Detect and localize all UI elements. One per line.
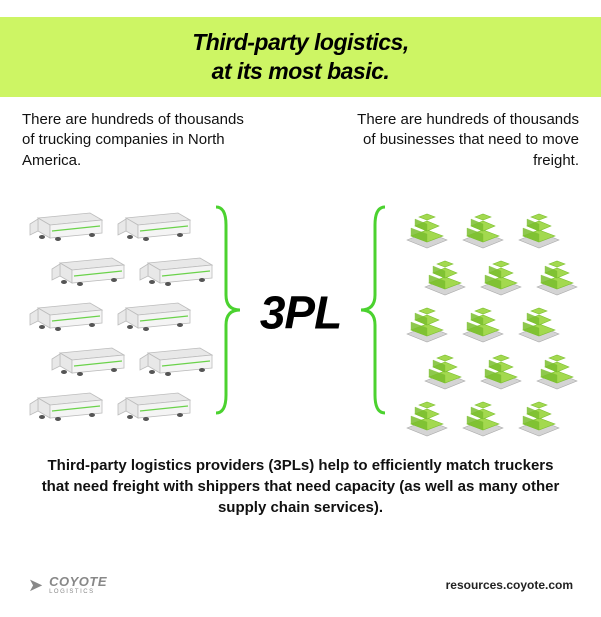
pallet-icon bbox=[459, 304, 507, 344]
truck bbox=[116, 300, 194, 339]
header-title: Third-party logistics, at its most basic… bbox=[192, 28, 408, 86]
pallet bbox=[459, 304, 507, 349]
truck bbox=[138, 345, 216, 384]
truck bbox=[116, 210, 194, 249]
center-label: 3PL bbox=[260, 285, 341, 339]
truck bbox=[28, 210, 106, 249]
pallet bbox=[403, 304, 451, 349]
pallet bbox=[477, 257, 525, 302]
pallet bbox=[477, 351, 525, 396]
pallet bbox=[515, 304, 563, 349]
pallet-icon bbox=[459, 398, 507, 438]
truck-icon bbox=[50, 345, 128, 379]
bracket-right-icon bbox=[359, 205, 387, 415]
pallet-row bbox=[393, 398, 573, 443]
description-left: There are hundreds of thousands of truck… bbox=[22, 110, 252, 171]
logo-text: COYOTE LOGISTICS bbox=[49, 575, 107, 595]
pallet-row bbox=[411, 351, 591, 396]
diagram: 3PL bbox=[0, 200, 601, 430]
pallet-icon bbox=[515, 304, 563, 344]
pallet-icon bbox=[403, 304, 451, 344]
pallet bbox=[421, 257, 469, 302]
pallet bbox=[403, 210, 451, 255]
header-band: Third-party logistics, at its most basic… bbox=[0, 17, 601, 97]
logo-arrow-icon: ➤ bbox=[28, 576, 43, 594]
logo-sub: LOGISTICS bbox=[49, 589, 107, 595]
truck-icon bbox=[138, 255, 216, 289]
pallet-icon bbox=[533, 351, 581, 391]
pallet-icon bbox=[459, 210, 507, 250]
truck-icon bbox=[50, 255, 128, 289]
truck-icon bbox=[138, 345, 216, 379]
footer: ➤ COYOTE LOGISTICS resources.coyote.com bbox=[0, 575, 601, 595]
bottom-text: Third-party logistics providers (3PLs) h… bbox=[0, 455, 601, 518]
truck-row bbox=[28, 210, 203, 249]
truck-icon bbox=[28, 300, 106, 334]
footer-url: resources.coyote.com bbox=[446, 578, 573, 592]
truck-row bbox=[50, 255, 203, 294]
pallet-row bbox=[411, 257, 591, 302]
pallet-row bbox=[393, 210, 573, 255]
pallet-icon bbox=[403, 210, 451, 250]
truck bbox=[28, 300, 106, 339]
pallet-icon bbox=[533, 257, 581, 297]
pallet-row bbox=[393, 304, 573, 349]
header-line1: Third-party logistics, bbox=[192, 29, 408, 55]
pallet bbox=[459, 398, 507, 443]
truck bbox=[116, 390, 194, 429]
logo: ➤ COYOTE LOGISTICS bbox=[28, 575, 107, 595]
pallet bbox=[515, 210, 563, 255]
trucks-group bbox=[28, 210, 203, 435]
pallet-icon bbox=[421, 351, 469, 391]
truck-icon bbox=[116, 300, 194, 334]
truck-icon bbox=[28, 210, 106, 244]
header-line2: at its most basic. bbox=[212, 58, 390, 84]
pallet-icon bbox=[515, 210, 563, 250]
truck bbox=[50, 345, 128, 384]
pallet bbox=[403, 398, 451, 443]
truck-icon bbox=[28, 390, 106, 424]
pallet bbox=[459, 210, 507, 255]
truck-icon bbox=[116, 210, 194, 244]
pallet-icon bbox=[515, 398, 563, 438]
truck bbox=[138, 255, 216, 294]
truck-row bbox=[50, 345, 203, 384]
pallet bbox=[533, 351, 581, 396]
truck-icon bbox=[116, 390, 194, 424]
truck bbox=[28, 390, 106, 429]
pallet-icon bbox=[477, 351, 525, 391]
truck-row bbox=[28, 300, 203, 339]
description-right: There are hundreds of thousands of busin… bbox=[349, 110, 579, 171]
truck bbox=[50, 255, 128, 294]
pallets-group bbox=[393, 210, 573, 445]
pallet bbox=[421, 351, 469, 396]
descriptions: There are hundreds of thousands of truck… bbox=[0, 110, 601, 171]
truck-row bbox=[28, 390, 203, 429]
pallet-icon bbox=[421, 257, 469, 297]
pallet bbox=[533, 257, 581, 302]
pallet bbox=[515, 398, 563, 443]
pallet-icon bbox=[403, 398, 451, 438]
pallet-icon bbox=[477, 257, 525, 297]
logo-name: COYOTE bbox=[49, 575, 107, 588]
bracket-left-icon bbox=[214, 205, 242, 415]
